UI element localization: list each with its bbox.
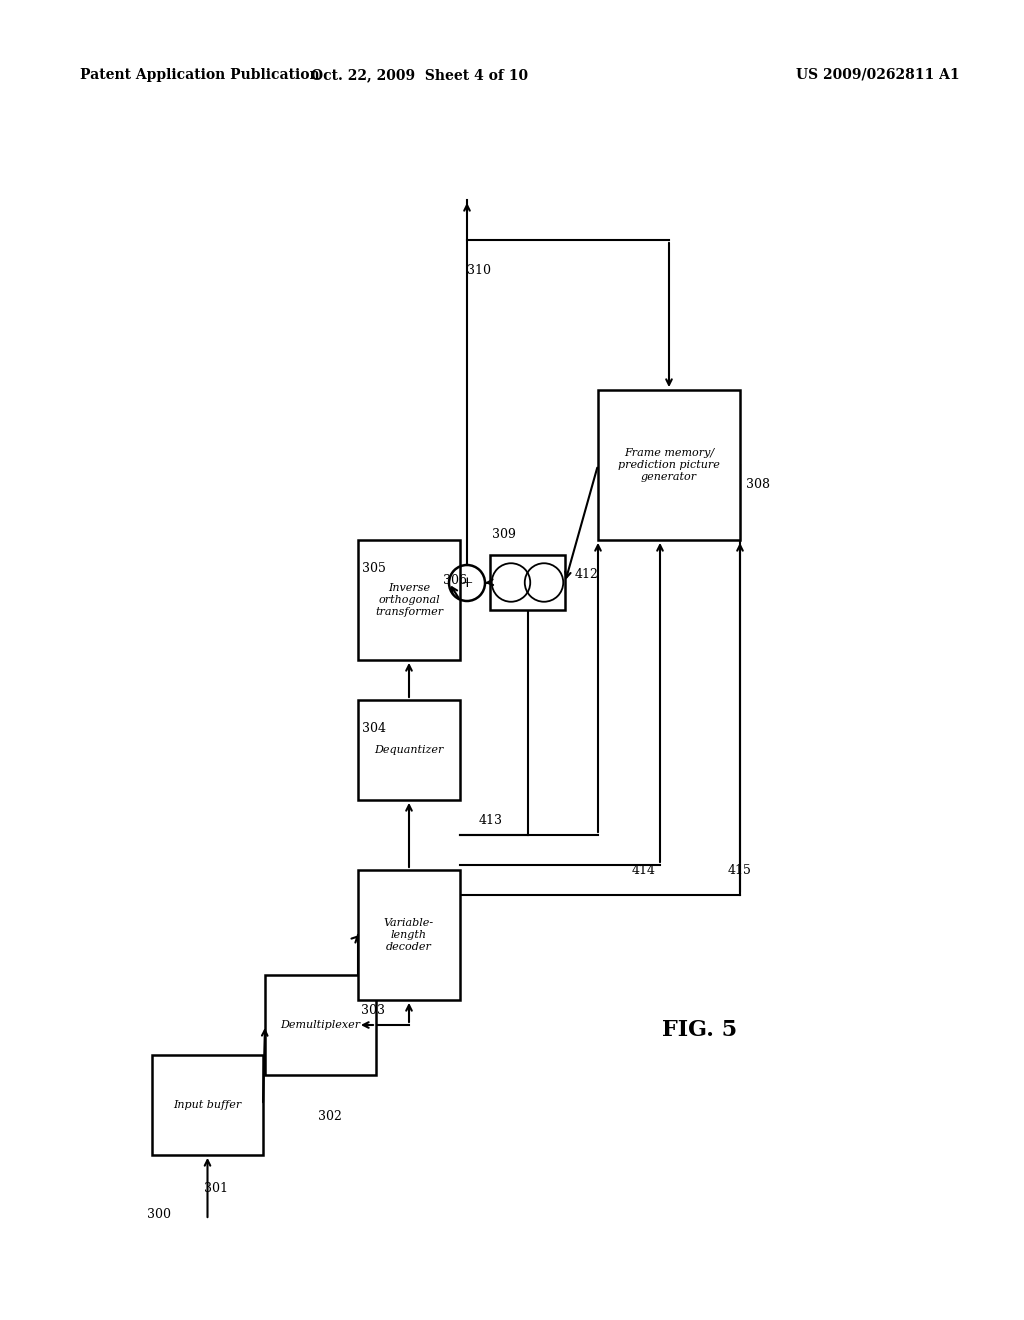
Text: 415: 415: [728, 863, 752, 876]
Text: 305: 305: [362, 561, 386, 574]
Text: 303: 303: [361, 1003, 385, 1016]
Bar: [358, 870, 460, 1001]
Text: US 2009/0262811 A1: US 2009/0262811 A1: [797, 69, 961, 82]
Text: 413: 413: [479, 813, 503, 826]
Text: 309: 309: [492, 528, 516, 541]
Bar: [152, 1055, 263, 1155]
Text: Inverse
orthogonal
transformer: Inverse orthogonal transformer: [375, 583, 443, 616]
Bar: [265, 975, 376, 1074]
Text: FIG. 5: FIG. 5: [663, 1019, 737, 1041]
Text: Variable-
length
decoder: Variable- length decoder: [384, 919, 434, 952]
Text: Demultiplexer: Demultiplexer: [281, 1020, 360, 1030]
Text: 308: 308: [746, 478, 770, 491]
Text: +: +: [461, 576, 473, 590]
Text: 310: 310: [467, 264, 490, 276]
Text: Input buffer: Input buffer: [173, 1100, 242, 1110]
Text: 300: 300: [147, 1209, 171, 1221]
Text: 412: 412: [575, 569, 599, 582]
Text: Patent Application Publication: Patent Application Publication: [80, 69, 319, 82]
Text: 301: 301: [204, 1181, 228, 1195]
Text: Oct. 22, 2009  Sheet 4 of 10: Oct. 22, 2009 Sheet 4 of 10: [311, 69, 528, 82]
Bar: [358, 700, 460, 800]
Text: Frame memory/
prediction picture
generator: Frame memory/ prediction picture generat…: [618, 449, 720, 482]
Bar: [358, 540, 460, 660]
Text: 302: 302: [318, 1110, 342, 1123]
Text: 414: 414: [632, 863, 656, 876]
Text: 306: 306: [443, 573, 467, 586]
Bar: [490, 554, 565, 610]
Text: Dequantizer: Dequantizer: [375, 744, 443, 755]
Text: 304: 304: [362, 722, 386, 734]
Bar: [598, 389, 740, 540]
